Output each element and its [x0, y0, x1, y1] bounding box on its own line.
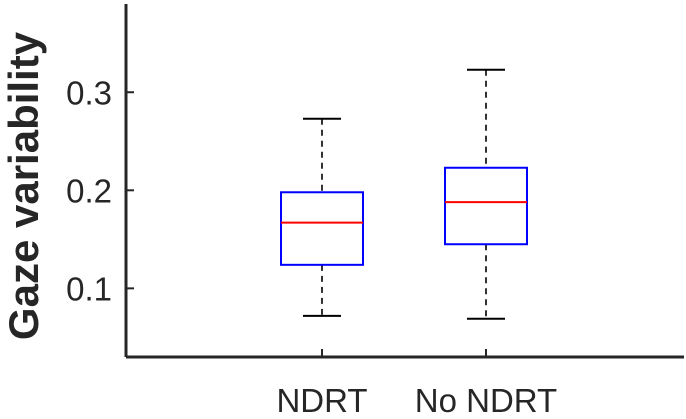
x-tick-label: NDRT: [276, 382, 367, 419]
box-iqr: [280, 191, 364, 266]
y-axis-label: Gaze variability: [0, 31, 47, 340]
y-tick-label: 0.2: [66, 172, 112, 209]
x-tick-label: No NDRT: [415, 382, 557, 419]
y-tick-label: 0.1: [66, 270, 112, 307]
box-iqr: [444, 166, 528, 246]
plot-area: 0.1 0.2 0.3 NDRT No NDRT: [66, 4, 684, 419]
y-tick-label: 0.3: [66, 74, 112, 111]
